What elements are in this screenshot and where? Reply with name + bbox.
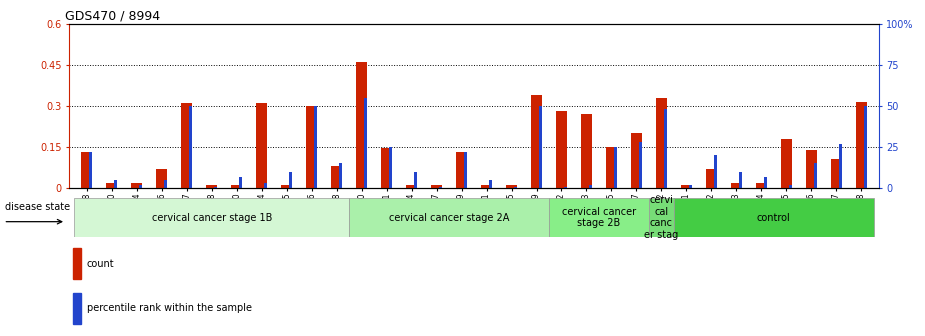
Bar xyxy=(165,180,167,188)
Bar xyxy=(349,198,549,237)
Bar xyxy=(839,144,842,188)
Bar xyxy=(240,177,242,188)
Bar xyxy=(781,139,792,188)
Bar xyxy=(689,185,692,188)
Text: cervi
cal
canc
er stag: cervi cal canc er stag xyxy=(645,195,679,240)
Bar xyxy=(281,185,292,188)
Bar xyxy=(549,198,649,237)
Bar xyxy=(706,169,717,188)
Bar xyxy=(215,186,217,188)
Bar xyxy=(674,198,874,237)
Bar xyxy=(556,111,567,188)
Bar xyxy=(339,164,342,188)
Bar xyxy=(81,153,92,188)
Bar xyxy=(856,102,867,188)
Bar xyxy=(864,106,867,188)
Bar xyxy=(631,133,642,188)
Bar xyxy=(265,183,267,188)
Bar xyxy=(106,183,117,188)
Bar xyxy=(814,164,817,188)
Bar xyxy=(140,185,142,188)
Bar xyxy=(464,152,467,188)
Text: GDS470 / 8994: GDS470 / 8994 xyxy=(66,9,160,23)
Bar xyxy=(90,152,93,188)
Bar xyxy=(656,98,667,188)
Text: percentile rank within the sample: percentile rank within the sample xyxy=(87,303,252,313)
Bar xyxy=(381,149,392,188)
Bar xyxy=(731,183,742,188)
Text: count: count xyxy=(87,259,115,269)
Bar xyxy=(73,248,81,279)
Bar xyxy=(539,106,542,188)
Bar xyxy=(439,186,442,188)
Bar xyxy=(664,109,667,188)
Bar xyxy=(389,147,392,188)
Bar xyxy=(331,166,342,188)
Text: cervical cancer stage 1B: cervical cancer stage 1B xyxy=(152,213,272,222)
Bar xyxy=(115,180,117,188)
Bar xyxy=(181,103,192,188)
Bar xyxy=(364,98,367,188)
Bar xyxy=(764,177,767,188)
Bar xyxy=(231,185,242,188)
Bar xyxy=(639,142,642,188)
Bar xyxy=(290,172,292,188)
Bar xyxy=(531,95,542,188)
Bar xyxy=(406,185,417,188)
Bar xyxy=(806,150,817,188)
Bar xyxy=(206,185,217,188)
Bar xyxy=(831,159,842,188)
Bar xyxy=(614,147,617,188)
Bar xyxy=(789,185,792,188)
Bar xyxy=(649,198,674,237)
Bar xyxy=(606,147,617,188)
Bar xyxy=(506,185,517,188)
Bar xyxy=(131,183,142,188)
Bar xyxy=(564,186,567,188)
Text: disease state: disease state xyxy=(5,202,69,212)
Bar xyxy=(481,185,492,188)
Bar xyxy=(73,293,81,324)
Bar xyxy=(314,106,317,188)
Bar xyxy=(756,183,767,188)
Text: cervical cancer stage 2A: cervical cancer stage 2A xyxy=(388,213,510,222)
Bar xyxy=(256,103,267,188)
Bar xyxy=(489,180,492,188)
Bar xyxy=(714,155,717,188)
Bar xyxy=(356,62,367,188)
Bar xyxy=(414,172,417,188)
Bar xyxy=(456,153,467,188)
Bar xyxy=(156,169,167,188)
Bar xyxy=(431,185,442,188)
Bar xyxy=(514,186,517,188)
Bar xyxy=(74,198,349,237)
Bar xyxy=(681,185,692,188)
Bar xyxy=(739,172,742,188)
Bar xyxy=(589,185,592,188)
Text: cervical cancer
stage 2B: cervical cancer stage 2B xyxy=(561,207,636,228)
Bar xyxy=(190,106,192,188)
Text: control: control xyxy=(757,213,791,222)
Bar xyxy=(306,106,317,188)
Bar xyxy=(581,114,592,188)
